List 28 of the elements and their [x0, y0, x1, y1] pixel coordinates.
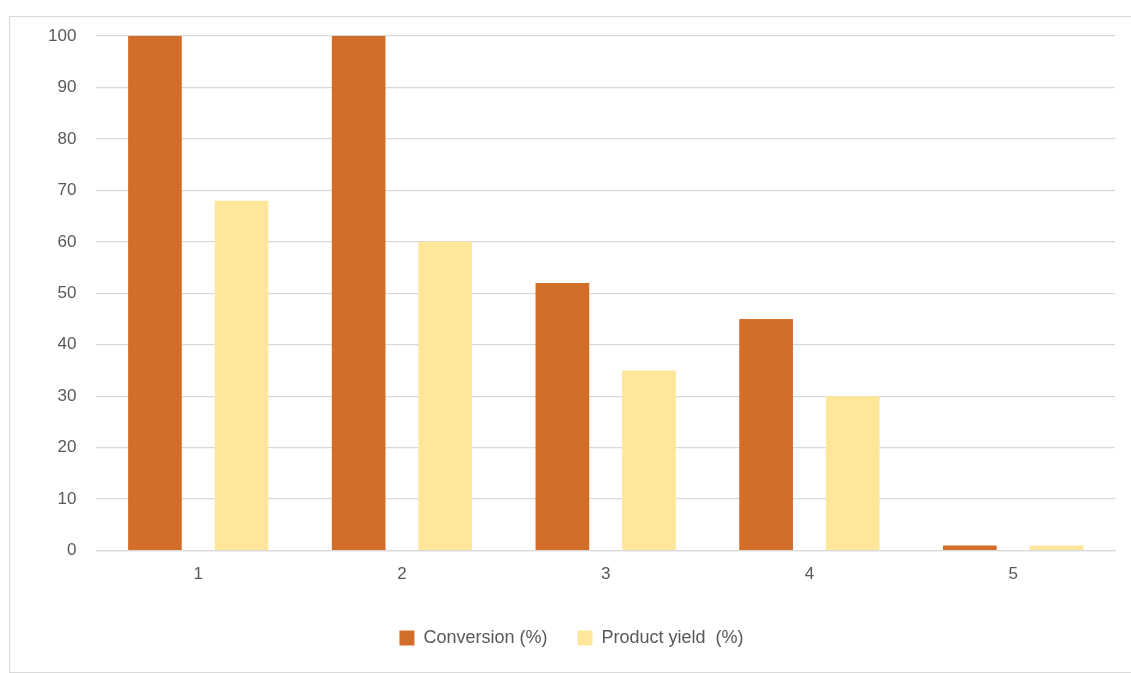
- bar: [622, 370, 676, 550]
- legend-label: Product yield (%): [601, 626, 744, 647]
- bar: [128, 36, 182, 550]
- x-tick-label: 1: [193, 564, 203, 584]
- bar: [418, 241, 473, 550]
- x-tick-label: 4: [804, 564, 815, 584]
- bar: [1029, 545, 1084, 550]
- legend-label: Conversion (%): [423, 626, 548, 647]
- bar: [825, 396, 880, 550]
- y-tick-label: 80: [57, 128, 77, 148]
- bar: [943, 545, 997, 550]
- x-tick-label: 5: [1008, 564, 1018, 584]
- y-tick-label: 0: [66, 540, 77, 560]
- y-tick-label: 20: [57, 437, 77, 457]
- x-tick-label: 2: [397, 564, 407, 584]
- y-tick-label: 70: [57, 180, 77, 200]
- bar: [214, 200, 269, 550]
- y-tick-label: 60: [57, 231, 77, 251]
- y-tick-label: 90: [57, 77, 77, 97]
- y-tick-label: 100: [47, 25, 77, 45]
- y-tick-label: 50: [57, 282, 77, 302]
- bar: [331, 36, 386, 550]
- y-tick-label: 40: [57, 334, 77, 354]
- bar: [739, 319, 793, 550]
- y-tick-label: 10: [57, 488, 77, 508]
- x-tick-label: 3: [600, 564, 611, 584]
- bar: [535, 283, 590, 550]
- y-tick-label: 30: [57, 385, 77, 405]
